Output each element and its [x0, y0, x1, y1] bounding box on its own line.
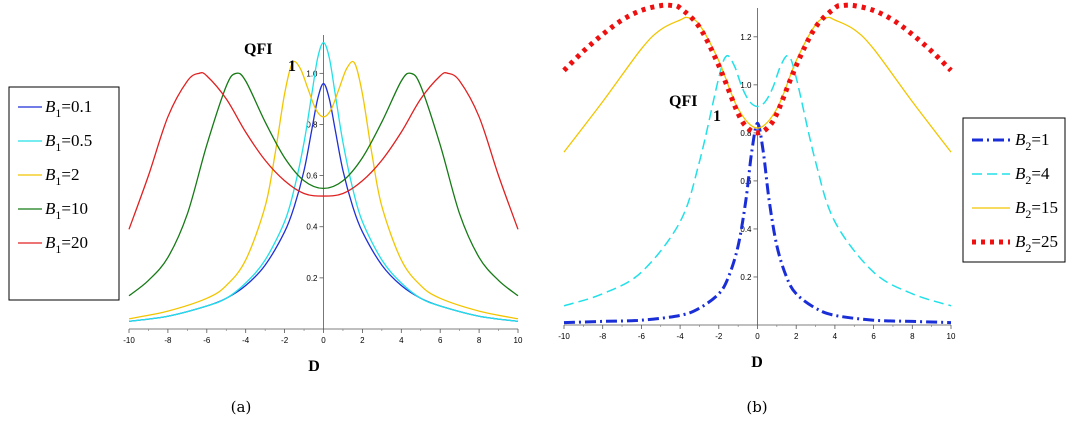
series-line-1 [563, 121, 952, 325]
x-tick-label: 6 [438, 336, 443, 345]
caption-b: (b) [746, 398, 767, 416]
legend-entry-name: B [45, 199, 56, 218]
legend-entry-value: =1 [1031, 130, 1049, 149]
y-axis-label-sub-b: 1 [713, 108, 721, 125]
x-tick-label: -8 [164, 336, 172, 345]
legend-entry-1: B2=1 [1015, 130, 1049, 153]
y-axis-label-a: QFI [244, 41, 272, 58]
caption-a: (a) [231, 398, 252, 416]
legend-entry-2: B1=0.5 [45, 131, 92, 154]
legend-entry-3: B1=2 [45, 165, 79, 188]
legend-entry-value: =0.1 [61, 97, 92, 116]
x-tick-label: -6 [203, 336, 211, 345]
x-tick-label: 8 [477, 336, 482, 345]
series-lines-b [562, 2, 953, 325]
legend-entry-subscript: 2 [1025, 241, 1031, 255]
x-tick-label: -4 [242, 336, 250, 345]
legend-entry-4: B2=25 [1015, 232, 1058, 255]
y-axis-label-sub-a: 1 [288, 58, 296, 75]
series-line-3 [563, 16, 952, 153]
legend-entry-5: B1=20 [45, 233, 88, 256]
y-tick-label: 0.2 [306, 274, 318, 283]
y-tick-label: 0.2 [740, 273, 752, 282]
legend-entry-subscript: 1 [55, 106, 61, 120]
x-tick-label: -2 [715, 332, 723, 341]
legend-entry-name: B [1015, 198, 1026, 217]
legend-entry-4: B1=10 [45, 199, 88, 222]
axes-b: -10 -8 -6 -4 -2 0 2 4 6 8 10 0.2 0.4 0.6 0.8 1.0 1.2 [558, 8, 956, 341]
chart-panel-b: -10 -8 -6 -4 -2 0 2 4 6 8 10 0.2 0.4 0.6 0.8 1.0 1.2 D Q… [558, 2, 1066, 416]
legend-entry-subscript: 1 [55, 140, 61, 154]
legend-entry-value: =20 [61, 233, 88, 252]
axes-a: -10 -8 -6 -4 -2 0 2 4 6 8 100.20.40.60.81.0 [123, 35, 523, 345]
legend-entry-value: =0.5 [61, 131, 92, 150]
x-tick-label: 8 [910, 332, 915, 341]
legend-entry-subscript: 2 [1025, 139, 1031, 153]
legend-entry-subscript: 1 [55, 174, 61, 188]
x-tick-label: -6 [638, 332, 646, 341]
x-tick-label: -8 [599, 332, 607, 341]
x-tick-label: -10 [123, 336, 135, 345]
series-line-2 [128, 42, 519, 322]
legend-box [962, 117, 1066, 263]
x-tick-label: 10 [514, 336, 523, 345]
series-line-4 [128, 72, 519, 297]
legend-entry-name: B [1015, 164, 1026, 183]
y-tick-label: 0.4 [740, 225, 752, 234]
x-tick-label: -4 [677, 332, 685, 341]
y-tick-label: 1.0 [740, 81, 752, 90]
legend-entry-name: B [1015, 130, 1026, 149]
legend-entry-name: B [1015, 232, 1026, 251]
y-tick-label: 1.0 [306, 69, 318, 78]
legend-entry-name: B [45, 233, 56, 252]
legend-entry-value: =2 [61, 165, 79, 184]
series-line-1 [128, 82, 519, 322]
y-tick-label: 0.6 [740, 177, 752, 186]
y-tick-label: 0.8 [740, 129, 752, 138]
chart-panel-a: -10 -8 -6 -4 -2 0 2 4 6 8 100.20.40.60.81.0 D QFI … [8, 35, 523, 416]
legend-entry-subscript: 2 [1025, 207, 1031, 221]
x-axis-label-b: D [751, 354, 763, 371]
legend-entry-name: B [45, 97, 56, 116]
legend-entry-1: B1=0.1 [45, 97, 92, 120]
x-tick-label: 4 [399, 336, 404, 345]
series-line-5 [128, 72, 519, 230]
series-line-2 [563, 54, 952, 307]
legend-entry-subscript: 1 [55, 208, 61, 222]
legend-entry-2: B2=4 [1015, 164, 1050, 187]
series-lines-a [128, 42, 519, 322]
legend-entry-value: =25 [1031, 232, 1058, 251]
x-tick-label: 2 [360, 336, 365, 345]
x-tick-label: 4 [833, 332, 838, 341]
legend-entry-3: B2=15 [1015, 198, 1058, 221]
legend-entry-name: B [45, 165, 56, 184]
legend-entry-name: B [45, 131, 56, 150]
legend-entry-value: =10 [61, 199, 88, 218]
y-tick-label: 0.4 [306, 223, 318, 232]
y-tick-label: 1.2 [740, 33, 752, 42]
x-tick-label: 6 [871, 332, 876, 341]
legend-entry-value: =15 [1031, 198, 1058, 217]
x-tick-label: 2 [794, 332, 799, 341]
y-axis-label-b: QFI [669, 93, 697, 110]
legend-entry-subscript: 1 [55, 242, 61, 256]
x-tick-label: 0 [321, 336, 326, 345]
x-tick-label: -2 [281, 336, 289, 345]
legend-entry-value: =4 [1031, 164, 1050, 183]
legend-entry-subscript: 2 [1025, 173, 1031, 187]
y-tick-label: 0.6 [306, 172, 318, 181]
x-tick-label: -10 [558, 332, 570, 341]
x-tick-label: 10 [947, 332, 956, 341]
series-line-3 [128, 60, 519, 320]
x-tick-label: 0 [755, 332, 760, 341]
x-axis-label-a: D [308, 358, 320, 375]
legend-box [8, 86, 120, 301]
series-line-4 [562, 2, 953, 136]
